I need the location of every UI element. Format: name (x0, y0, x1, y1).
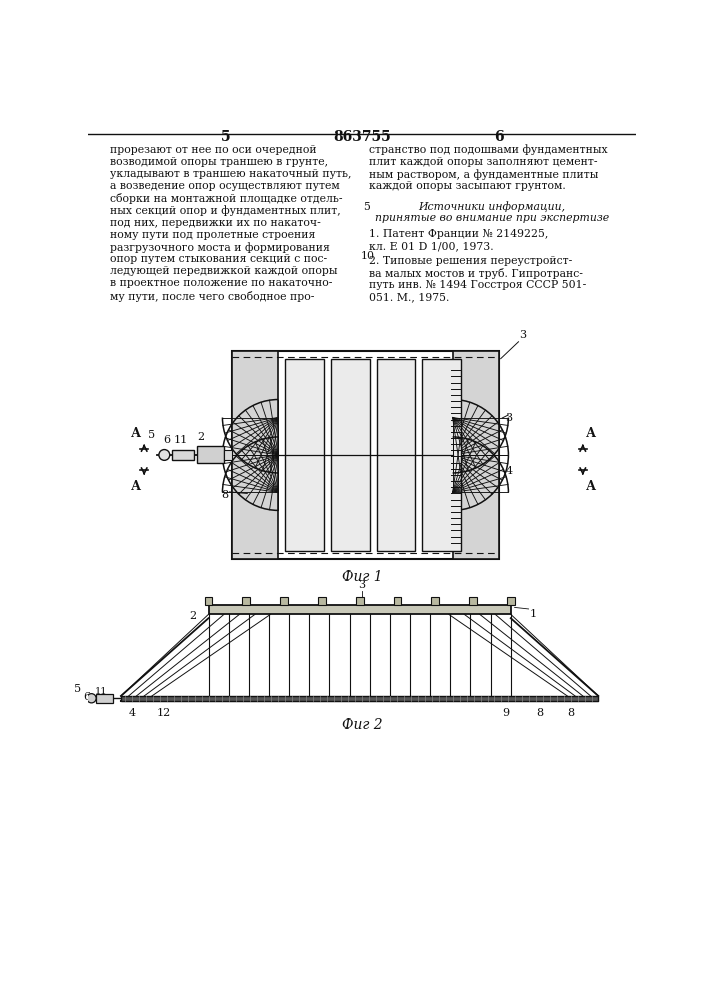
Text: ва малых мостов и труб. Гипротранс-: ва малых мостов и труб. Гипротранс- (369, 268, 583, 279)
Bar (469, 597, 477, 605)
Text: 11: 11 (174, 435, 188, 445)
Text: 2: 2 (189, 611, 197, 621)
Bar (172, 450, 194, 460)
Bar (285, 359, 324, 551)
Bar (243, 597, 250, 605)
Text: каждой опоры засыпают грунтом.: каждой опоры засыпают грунтом. (369, 181, 566, 191)
Bar (431, 597, 439, 605)
Circle shape (87, 694, 96, 703)
Text: плит каждой опоры заполняют цемент-: плит каждой опоры заполняют цемент- (369, 157, 597, 167)
Bar (356, 597, 363, 605)
Text: прорезают от нее по оси очередной: прорезают от нее по оси очередной (110, 145, 317, 155)
Text: принятые во внимание при экспертизе: принятые во внимание при экспертизе (375, 213, 609, 223)
Bar (96, 694, 113, 703)
Text: 863755: 863755 (333, 130, 391, 144)
Text: 6: 6 (83, 692, 91, 702)
Bar (394, 597, 402, 605)
Text: опор путем стыкования секций с пос-: опор путем стыкования секций с пос- (110, 254, 327, 264)
Bar (232, 351, 279, 559)
Text: укладывают в траншею накаточный путь,: укладывают в траншею накаточный путь, (110, 169, 351, 179)
Text: возводимой опоры траншею в грунте,: возводимой опоры траншею в грунте, (110, 157, 328, 167)
Text: 8: 8 (221, 490, 228, 500)
Text: Фиг 1: Фиг 1 (341, 570, 382, 584)
Text: ным раствором, а фундаментные плиты: ным раствором, а фундаментные плиты (369, 169, 598, 180)
Bar (318, 597, 326, 605)
Bar (209, 605, 510, 614)
Bar (197, 446, 224, 463)
Text: сборки на монтажной площадке отдель-: сборки на монтажной площадке отдель- (110, 193, 343, 204)
Text: 2: 2 (197, 432, 204, 442)
Text: ных секций опор и фундаментных плит,: ных секций опор и фундаментных плит, (110, 205, 341, 216)
Text: 4: 4 (506, 466, 513, 477)
Text: А: А (132, 480, 141, 493)
Text: ному пути под пролетные строения: ному пути под пролетные строения (110, 230, 315, 240)
Text: 2. Типовые решения переустройст-: 2. Типовые решения переустройст- (369, 256, 572, 266)
Text: 8: 8 (537, 708, 544, 718)
Text: 9: 9 (502, 708, 509, 718)
Text: 051. М., 1975.: 051. М., 1975. (369, 292, 450, 302)
Text: в проектное положение по накаточно-: в проектное положение по накаточно- (110, 278, 332, 288)
Bar (121, 696, 598, 701)
Text: 3: 3 (358, 580, 366, 590)
Text: 5: 5 (148, 430, 155, 440)
Text: странство под подошвами фундаментных: странство под подошвами фундаментных (369, 145, 607, 155)
Text: под них, передвижки их по накаточ-: под них, передвижки их по накаточ- (110, 218, 321, 228)
Bar (422, 359, 461, 551)
Bar (204, 597, 212, 605)
Bar (280, 597, 288, 605)
Text: 1. Патент Франции № 2149225,: 1. Патент Франции № 2149225, (369, 229, 549, 239)
Text: 6: 6 (494, 130, 504, 144)
Text: А: А (585, 480, 595, 493)
Text: 8: 8 (568, 708, 575, 718)
Text: 3: 3 (519, 330, 527, 340)
Text: кл. Е 01 D 1/00, 1973.: кл. Е 01 D 1/00, 1973. (369, 241, 493, 251)
Bar (507, 597, 515, 605)
Text: Источники информации,: Источники информации, (419, 201, 566, 212)
Text: 5: 5 (74, 684, 81, 694)
Bar (232, 351, 499, 559)
Text: 12: 12 (156, 708, 170, 718)
Text: 10: 10 (361, 251, 375, 261)
Text: разгрузочного моста и формирования: разгрузочного моста и формирования (110, 242, 330, 253)
Bar (331, 359, 370, 551)
Text: му пути, после чего свободное про-: му пути, после чего свободное про- (110, 291, 315, 302)
Text: А: А (585, 427, 595, 440)
Text: ледующей передвижкой каждой опоры: ледующей передвижкой каждой опоры (110, 266, 337, 276)
Text: а возведение опор осуществляют путем: а возведение опор осуществляют путем (110, 181, 340, 191)
Text: 11: 11 (95, 687, 107, 696)
Text: А: А (132, 427, 141, 440)
Text: 3: 3 (506, 413, 513, 423)
Text: 6: 6 (163, 435, 170, 445)
Text: 5: 5 (363, 202, 370, 212)
Bar (224, 450, 232, 460)
Circle shape (159, 450, 170, 460)
Text: 1: 1 (530, 609, 537, 619)
Text: путь инв. № 1494 Госстроя СССР 501-: путь инв. № 1494 Госстроя СССР 501- (369, 280, 586, 290)
Text: 4: 4 (129, 708, 136, 718)
Bar (452, 351, 499, 559)
Bar (377, 359, 416, 551)
Text: 5: 5 (221, 130, 230, 144)
Text: Фиг 2: Фиг 2 (341, 718, 382, 732)
